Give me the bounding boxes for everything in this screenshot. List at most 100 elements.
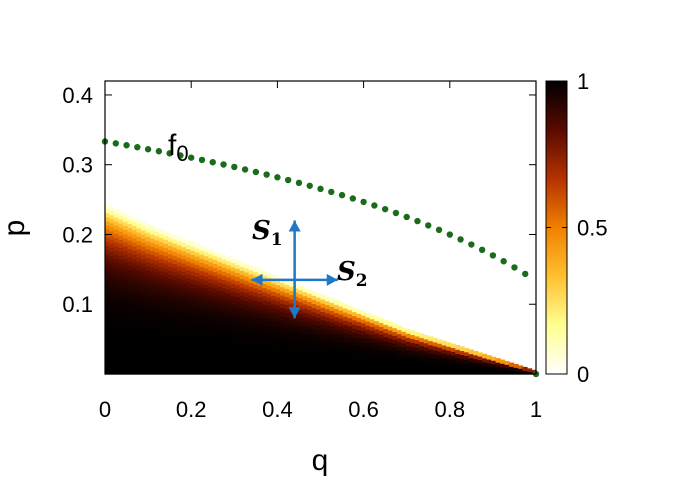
heatmap-cell: [203, 353, 209, 359]
heatmap-cell: [356, 357, 362, 363]
heatmap-cell: [338, 337, 344, 343]
heatmap-cell: [113, 332, 120, 338]
heatmap-cell: [181, 353, 187, 359]
heatmap-cell: [149, 361, 155, 367]
heatmap-cell: [226, 329, 232, 335]
heatmap-cell: [414, 370, 420, 375]
heatmap-cell: [109, 369, 115, 375]
heatmap-cell: [113, 324, 120, 330]
heatmap-cell: [145, 353, 151, 358]
heatmap-cell: [248, 319, 254, 325]
heatmap-cell: [324, 320, 331, 326]
heatmap-cell: [185, 348, 191, 354]
heatmap-cell: [221, 357, 227, 363]
heatmap-cell: [154, 227, 160, 233]
heatmap-cell: [239, 286, 245, 292]
heatmap-cell: [298, 293, 304, 299]
heatmap-cell: [158, 278, 164, 284]
heatmap-cell: [248, 294, 254, 300]
heatmap-cell: [351, 307, 358, 313]
heatmap-cell: [491, 367, 497, 372]
f0-curve-point: [306, 182, 313, 189]
heatmap-cell: [181, 328, 187, 334]
heatmap-cell: [105, 258, 111, 263]
heatmap-cell: [172, 292, 178, 297]
heatmap-cell: [167, 245, 173, 251]
heatmap-cell: [136, 231, 142, 237]
heatmap-cell: [118, 361, 124, 367]
heatmap-cell: [190, 320, 196, 326]
heatmap-cell: [217, 303, 223, 308]
heatmap-cell: [239, 299, 245, 305]
heatmap-cell: [190, 275, 196, 280]
heatmap-cell: [118, 259, 124, 265]
heatmap-cell: [212, 316, 218, 322]
heatmap-cell: [172, 349, 178, 355]
heatmap-cell: [446, 346, 452, 351]
heatmap-cell: [387, 341, 393, 347]
heatmap-cell: [181, 341, 187, 346]
heatmap-cell: [136, 357, 142, 363]
heatmap-cell: [212, 357, 218, 363]
heatmap-cell: [396, 337, 402, 343]
heatmap-cell: [374, 316, 380, 322]
heatmap-cell: [118, 276, 124, 281]
heatmap-cell: [190, 258, 196, 264]
heatmap-cell: [221, 291, 227, 297]
heatmap-cell: [235, 317, 241, 322]
heatmap-cell: [302, 295, 308, 301]
heatmap-cell: [118, 288, 124, 293]
heatmap-cell: [221, 328, 227, 334]
heatmap-cell: [163, 267, 169, 273]
heatmap-cell: [176, 357, 182, 363]
heatmap-cell: [235, 365, 241, 371]
heatmap-cell: [131, 320, 138, 326]
heatmap-cell: [181, 324, 187, 330]
heatmap-cell: [149, 312, 155, 317]
heatmap-cell: [392, 362, 398, 367]
heatmap-cell: [307, 305, 313, 311]
heatmap-cell: [158, 361, 164, 367]
heatmap-cell: [113, 208, 120, 214]
heatmap-cell: [127, 277, 133, 283]
heatmap-cell: [356, 345, 362, 351]
heatmap-cell: [324, 304, 331, 310]
heatmap-cell: [280, 286, 286, 292]
heatmap-cell: [185, 307, 191, 312]
heatmap-cell: [176, 282, 182, 288]
heatmap-cell: [324, 316, 331, 322]
heatmap-cell: [208, 319, 214, 325]
heatmap-cell: [244, 353, 250, 359]
heatmap-cell: [239, 291, 245, 296]
f0-curve-point: [478, 246, 486, 254]
heatmap-cell: [131, 266, 138, 272]
heatmap-cell: [163, 296, 169, 302]
heatmap-cell: [140, 349, 147, 355]
heatmap-cell: [194, 357, 200, 363]
heatmap-cell: [387, 365, 393, 371]
heatmap-cell: [217, 357, 223, 363]
heatmap-cell: [140, 229, 147, 235]
heatmap-cell: [230, 361, 236, 367]
heatmap-cell: [293, 349, 299, 355]
heatmap-cell: [185, 353, 191, 358]
heatmap-cell: [289, 323, 295, 329]
heatmap-cell: [203, 357, 209, 363]
heatmap-cell: [455, 353, 461, 359]
heatmap-cell: [253, 316, 259, 322]
heatmap-cell: [271, 320, 277, 325]
heatmap-cell: [374, 353, 380, 359]
f0-curve-point: [371, 202, 378, 209]
heatmap-cell: [203, 312, 209, 318]
heatmap-cell: [105, 311, 111, 317]
heatmap-cell: [109, 259, 115, 265]
s1-label-sub: 1: [271, 230, 283, 250]
heatmap-cell: [226, 268, 232, 274]
heatmap-cell: [149, 308, 155, 313]
heatmap-cell: [324, 345, 331, 351]
heatmap-cell: [284, 280, 290, 285]
heatmap-cell: [293, 320, 299, 326]
heatmap-cell: [302, 341, 308, 346]
heatmap-cell: [419, 341, 425, 347]
heatmap-cell: [221, 324, 227, 330]
